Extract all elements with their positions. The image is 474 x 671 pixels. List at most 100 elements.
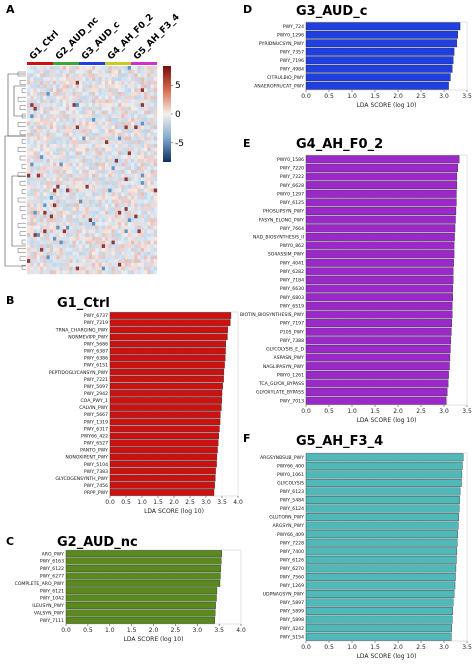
heatmap-cell: [150, 188, 154, 193]
heatmap-cell: [101, 214, 106, 219]
heatmap-cell: [121, 222, 125, 226]
heatmap-cell: [108, 88, 112, 93]
heatmap-cell: [131, 77, 135, 82]
heatmap-cell: [92, 196, 96, 200]
category-label: PWY_6386: [84, 356, 108, 362]
heatmap-cell: [79, 259, 83, 264]
heatmap-cell: [144, 248, 148, 252]
heatmap-cell: [144, 270, 148, 275]
heatmap-cell: [33, 270, 37, 275]
category-label: PWY_4242: [280, 626, 304, 632]
heatmap-cell: [121, 80, 125, 85]
category-label: GLYCOLYSIS_E_D: [266, 347, 304, 353]
heatmap-cell: [153, 140, 158, 145]
heatmap-cell: [75, 214, 80, 219]
heatmap-cell: [95, 240, 99, 245]
heatmap-cell: [72, 259, 76, 264]
heatmap-cell: [62, 110, 67, 115]
panel-letter-c: C: [6, 535, 14, 548]
heatmap-cell: [72, 222, 76, 226]
x-tick-label: 3.0: [439, 93, 449, 100]
heatmap-cell: [98, 262, 102, 267]
heatmap-cell: [137, 158, 141, 163]
heatmap-cell: [127, 103, 132, 108]
heatmap-cell: [46, 244, 50, 249]
heatmap-cell: [40, 225, 44, 230]
heatmap-cell: [131, 166, 135, 171]
group-strip: [131, 62, 157, 65]
heatmap-cell: [124, 210, 128, 215]
category-label: PWY_5097: [84, 384, 108, 390]
heatmap-cell: [144, 199, 148, 204]
heatmap-cell: [33, 177, 37, 182]
bar: [65, 550, 222, 558]
heatmap-cell: [118, 92, 122, 96]
lda-chart-g1: G1_CtrlPWY_6737PWY_7219TRNA_CHARGING_PWY…: [49, 296, 243, 515]
heatmap-cell: [79, 110, 83, 115]
heatmap-cell: [79, 196, 83, 200]
heatmap-cell: [108, 196, 112, 200]
heatmap-cell: [134, 222, 138, 226]
x-tick-label: 2.0: [393, 644, 403, 651]
heatmap-cell: [46, 155, 50, 160]
heatmap-cell: [82, 233, 86, 238]
heatmap-cell: [66, 251, 70, 256]
heatmap-cell: [53, 129, 57, 134]
heatmap-cell: [79, 244, 83, 249]
heatmap-cell: [111, 80, 115, 85]
heatmap-cell: [85, 66, 89, 70]
heatmap-cell: [101, 225, 106, 230]
heatmap-cell: [27, 240, 31, 245]
heatmap-cell: [62, 66, 67, 70]
heatmap-cell: [72, 84, 76, 89]
heatmap-cell: [121, 84, 125, 89]
heatmap-cell: [92, 125, 96, 130]
heatmap-cell: [85, 140, 89, 145]
heatmap-cell: [140, 99, 145, 104]
heatmap-cell: [101, 222, 106, 226]
heatmap-cell: [43, 214, 47, 219]
heatmap-cell: [134, 184, 138, 189]
heatmap-cell: [124, 95, 128, 100]
heatmap-cell: [33, 222, 37, 226]
chart-title-g3: G3_AUD_c: [296, 4, 367, 19]
heatmap-cell: [111, 207, 115, 212]
heatmap-cell: [111, 170, 115, 174]
heatmap-cell: [59, 229, 63, 234]
heatmap-cell: [33, 188, 37, 193]
bar: [305, 73, 451, 82]
heatmap-cell: [92, 162, 96, 167]
category-label: PWY_6527: [84, 441, 108, 447]
heatmap-cell: [118, 181, 122, 186]
heatmap-cell: [121, 270, 125, 275]
heatmap-cell: [131, 132, 135, 137]
heatmap-cell: [30, 251, 34, 256]
heatmap-cell: [131, 203, 135, 208]
heatmap-cell: [49, 158, 54, 163]
dendrogram-branch: [17, 248, 26, 253]
heatmap-cell: [114, 114, 119, 119]
heatmap-cell: [121, 166, 125, 171]
heatmap-cell: [82, 181, 86, 186]
heatmap-cell: [105, 259, 109, 264]
heatmap-cell: [147, 162, 151, 167]
heatmap-cell: [88, 262, 93, 267]
heatmap-cell: [153, 192, 158, 197]
group-strip: [79, 62, 105, 65]
category-label: PWY_7388: [280, 338, 304, 344]
heatmap-cell: [53, 248, 57, 252]
heatmap-cell: [69, 248, 73, 252]
heatmap-cell: [95, 99, 99, 104]
heatmap-cell: [92, 155, 96, 160]
heatmap-cells: [27, 66, 158, 275]
dendrogram-branch: [21, 214, 26, 220]
heatmap-cell: [108, 184, 112, 189]
heatmap-cell: [75, 196, 80, 200]
heatmap-cell: [108, 140, 112, 145]
heatmap-cell: [85, 170, 89, 174]
heatmap-cell: [140, 259, 145, 264]
heatmap-cell: [92, 166, 96, 171]
heatmap-cell: [79, 262, 83, 267]
heatmap-cell: [118, 170, 122, 174]
heatmap-cell: [79, 144, 83, 148]
